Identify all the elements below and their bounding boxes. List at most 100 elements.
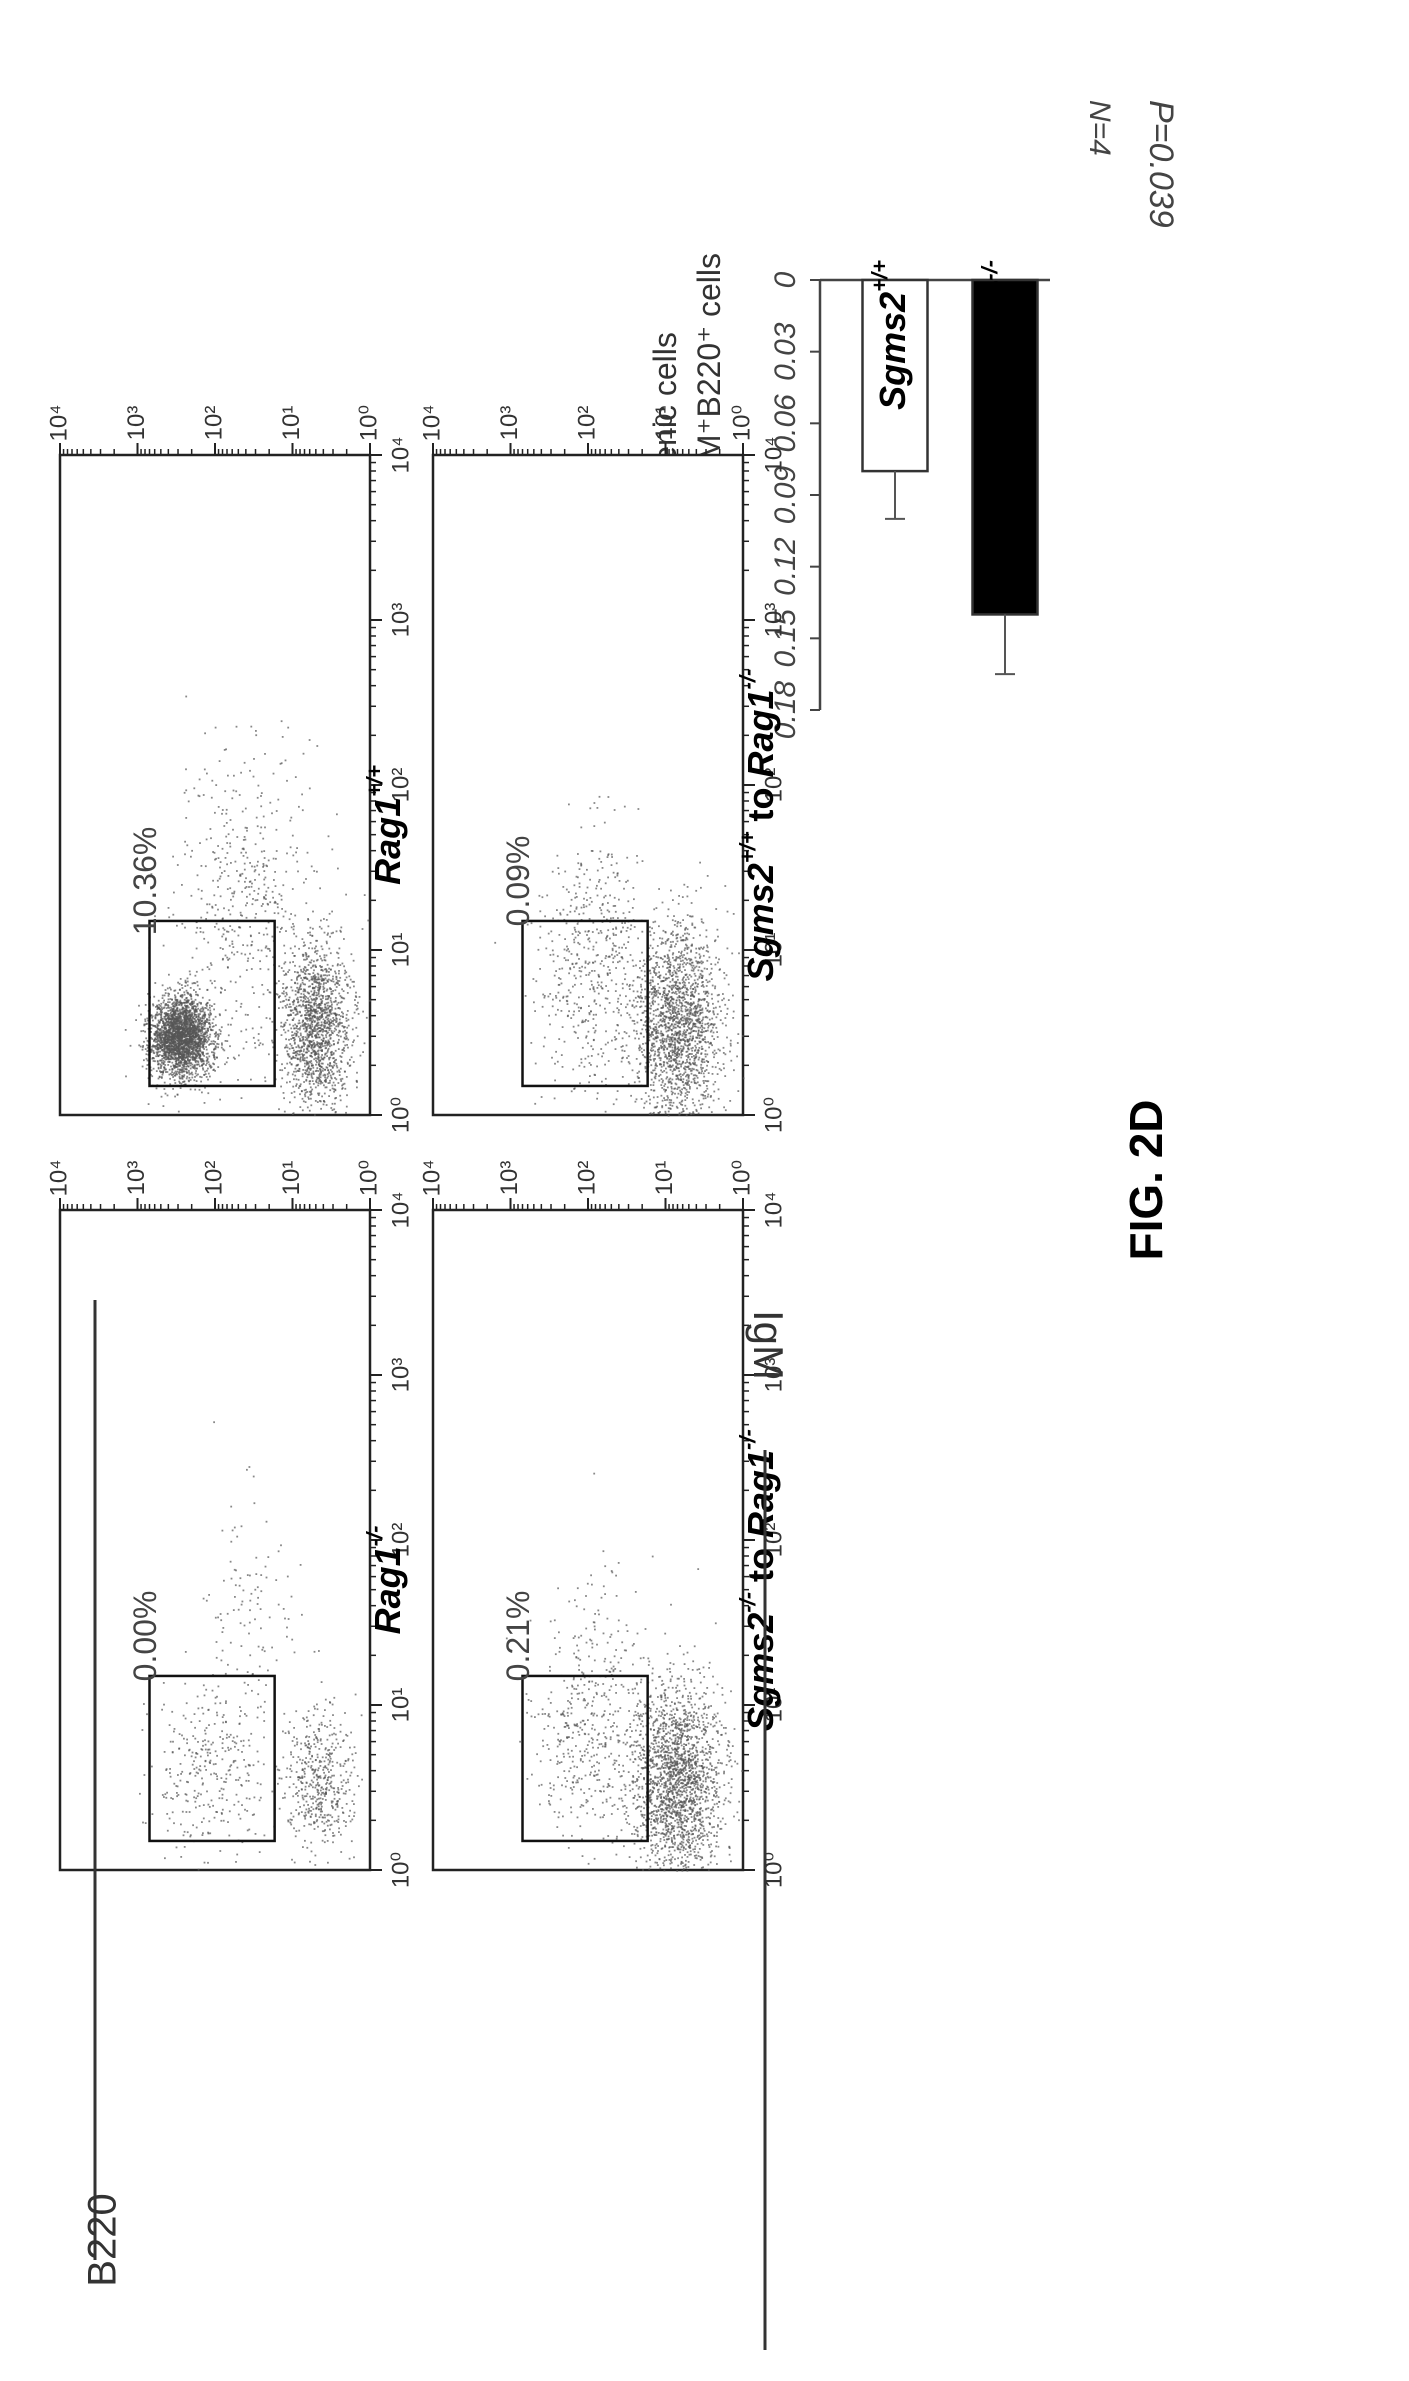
flow-event-point <box>321 1063 323 1065</box>
flow-event-point <box>348 1025 350 1027</box>
flow-event-point <box>304 966 306 968</box>
flow-event-point <box>161 1007 163 1009</box>
flow-event-point <box>249 881 251 883</box>
flow-event-point <box>179 1014 181 1016</box>
flow-event-point <box>318 1082 320 1084</box>
flow-event-point <box>332 976 334 978</box>
flow-event-point <box>199 1076 201 1078</box>
flow-event-point <box>326 1021 328 1023</box>
flow-event-point <box>331 1032 333 1034</box>
flow-event-point <box>345 1771 347 1773</box>
flow-event-point <box>281 908 283 910</box>
flow-event-point <box>320 1777 322 1779</box>
flow-event-point <box>314 1053 316 1055</box>
flow-event-point <box>321 1821 323 1823</box>
flow-event-point <box>346 1106 348 1108</box>
flow-event-point <box>324 1795 326 1797</box>
flow-event-point <box>258 785 260 787</box>
flow-event-point <box>204 769 206 771</box>
flow-event-point <box>331 1001 333 1003</box>
flow-event-point <box>212 880 214 882</box>
flow-event-point <box>302 1056 304 1058</box>
flow-event-point <box>212 1043 214 1045</box>
flow-event-point <box>306 1014 308 1016</box>
flow-event-point <box>298 975 300 977</box>
flow-event-point <box>186 1007 188 1009</box>
flow-event-point <box>155 1038 157 1040</box>
flow-event-point <box>202 1032 204 1034</box>
flow-event-point <box>308 1050 310 1052</box>
bar-category-base: Sgms2 <box>872 292 913 410</box>
flow-event-point <box>303 1060 305 1062</box>
y-tick-label: 10² <box>200 406 227 441</box>
flow-event-point <box>300 984 302 986</box>
flow-event-point <box>244 762 246 764</box>
flow-event-point <box>168 1044 170 1046</box>
flow-event-point <box>173 1037 175 1039</box>
flow-event-point <box>192 1008 194 1010</box>
flow-event-point <box>318 1003 320 1005</box>
flow-event-point <box>355 1027 357 1029</box>
flow-event-point <box>210 837 212 839</box>
flow-event-point <box>290 1028 292 1030</box>
flow-event-point <box>352 1017 354 1019</box>
flow-event-point <box>226 863 228 865</box>
flow-event-point <box>332 1066 334 1068</box>
flow-event-point <box>187 993 189 995</box>
flow-event-point <box>161 1062 163 1064</box>
flow-event-point <box>183 1076 185 1078</box>
flow-event-point <box>345 1760 347 1762</box>
flow-event-point <box>260 968 262 970</box>
flow-event-point <box>156 1041 158 1043</box>
flow-event-point <box>285 1038 287 1040</box>
flow-event-point <box>292 1025 294 1027</box>
flow-event-point <box>220 987 222 989</box>
flow-event-point <box>296 1078 298 1080</box>
flow-event-point <box>322 1028 324 1030</box>
flow-event-point <box>281 1063 283 1065</box>
flow-event-point <box>298 1079 300 1081</box>
flow-event-point <box>320 1008 322 1010</box>
flow-event-point <box>212 907 214 909</box>
flow-event-point <box>324 1012 326 1014</box>
flow-event-point <box>361 1779 363 1781</box>
flow-event-point <box>289 1081 291 1083</box>
flow-event-point <box>180 1087 182 1089</box>
flow-event-point <box>162 1030 164 1032</box>
flow-event-point <box>285 1022 287 1024</box>
flow-event-point <box>158 1035 160 1037</box>
flow-event-point <box>297 1070 299 1072</box>
flow-event-point <box>153 996 155 998</box>
flow-event-point <box>297 1028 299 1030</box>
flow-event-point <box>312 911 314 913</box>
flow-event-point <box>175 1061 177 1063</box>
flow-event-point <box>263 934 265 936</box>
flow-event-point <box>329 1080 331 1082</box>
flow-event-point <box>336 1018 338 1020</box>
flow-event-point <box>282 1001 284 1003</box>
flow-event-point <box>224 989 226 991</box>
flow-event-point <box>289 1024 291 1026</box>
flow-event-point <box>305 878 307 880</box>
flow-event-point <box>148 1103 150 1105</box>
flow-event-point <box>322 948 324 950</box>
flow-event-point <box>333 1108 335 1110</box>
flow-event-point <box>208 968 210 970</box>
flow-event-point <box>278 980 280 982</box>
flow-event-point <box>178 1061 180 1063</box>
flow-event-point <box>292 855 294 857</box>
flow-event-point <box>332 1017 334 1019</box>
flow-event-point <box>231 892 233 894</box>
flow-event-point <box>308 1098 310 1100</box>
flow-event-point <box>163 1002 165 1004</box>
flow-event-point <box>304 1094 306 1096</box>
flow-event-point <box>208 1017 210 1019</box>
flow-event-point <box>337 1787 339 1789</box>
flow-event-point <box>312 1077 314 1079</box>
flow-event-point <box>330 1037 332 1039</box>
flow-event-point <box>164 1069 166 1071</box>
flow-event-point <box>306 1027 308 1029</box>
flow-event-point <box>173 1072 175 1074</box>
flow-event-point <box>161 1044 163 1046</box>
flow-event-point <box>159 1070 161 1072</box>
